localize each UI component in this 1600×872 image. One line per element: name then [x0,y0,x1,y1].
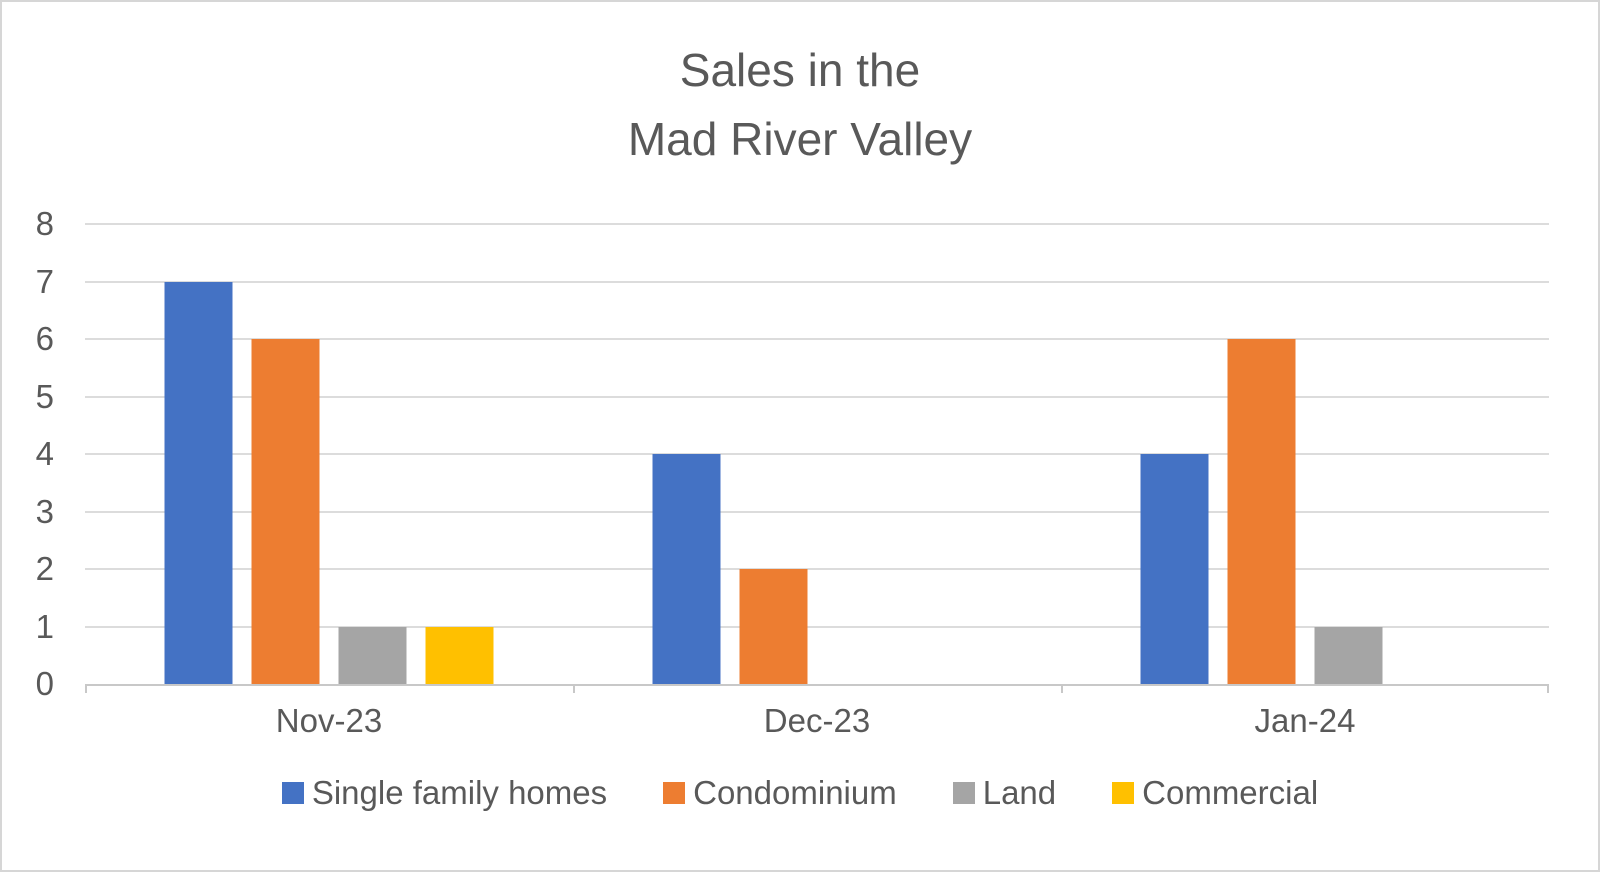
y-tick-label-4: 4 [35,435,54,472]
legend-marker-icon [663,782,686,804]
gridline-y-1 [85,625,1549,628]
chart-title-line-1: Sales in the [679,44,921,96]
legend-label: Single family homes [311,774,608,811]
y-tick-label-1: 1 [35,607,54,645]
gridline-y-8 [85,223,1549,225]
chart-title: Sales in the Mad River Valley [2,36,1598,174]
y-axis: 0 1 2 3 4 5 6 7 8 [2,205,60,702]
bar-single-family-homes-dec-23 [652,454,721,684]
legend-item-land: Land [952,774,1057,812]
legend-label: Commercial [1142,774,1319,811]
x-axis-tick [1061,684,1063,693]
gridline-y-2 [85,568,1549,570]
y-tick-label-2: 2 [35,550,54,587]
legend-item-single-family-homes: Single family homes [281,774,608,812]
legend-item-commercial: Commercial [1112,774,1318,812]
chart-title-line-2: Mad River Valley [627,113,973,165]
category-group-jan-24 [1061,224,1549,684]
gridline-y-3 [85,510,1549,513]
legend-marker-icon [1112,782,1135,804]
legend-item-condominium: Condominium [663,774,897,812]
y-tick-label-7: 7 [35,262,54,300]
x-axis-line [85,684,1549,686]
y-tick-label-5: 5 [35,377,54,415]
bar-cluster-dec-23 [652,224,982,684]
bar-land-jan-24 [1314,626,1383,684]
plot-area [85,223,1549,693]
bar-cluster-nov-23 [164,224,494,684]
legend: Single family homes Condominium Land Commer… [2,774,1598,812]
x-axis-tick [85,684,87,693]
legend-label: Land [982,774,1057,811]
x-axis: Nov-23 Dec-23 Jan-24 [85,702,1549,742]
bar-single-family-homes-nov-23 [164,281,233,684]
gridline-y-7 [85,280,1549,283]
x-tick-label-dec-23: Dec-23 [763,702,871,739]
category-group-nov-23 [85,224,573,684]
gridline-y-5 [85,395,1549,398]
legend-marker-icon [952,782,975,804]
bar-condominium-jan-24 [1227,339,1296,684]
x-axis-tick [573,684,575,693]
legend-marker-icon [281,782,304,804]
y-tick-label-3: 3 [35,492,54,530]
bar-commercial-nov-23 [425,626,494,684]
legend-label: Condominium [693,774,897,811]
x-tick-label-jan-24: Jan-24 [1254,702,1356,739]
gridline-y-6 [85,338,1549,340]
bar-land-nov-23 [338,626,407,684]
bar-cluster-jan-24 [1140,224,1470,684]
y-tick-label-6: 6 [35,320,54,357]
x-tick-label-nov-23: Nov-23 [275,702,383,739]
gridline-y-4 [85,453,1549,455]
category-group-dec-23 [573,224,1061,684]
bar-condominium-dec-23 [739,569,808,684]
y-tick-label-0: 0 [35,665,54,702]
y-tick-label-8: 8 [35,205,54,242]
bar-condominium-nov-23 [251,339,320,684]
bar-single-family-homes-jan-24 [1140,454,1209,684]
x-axis-tick [1547,684,1549,693]
